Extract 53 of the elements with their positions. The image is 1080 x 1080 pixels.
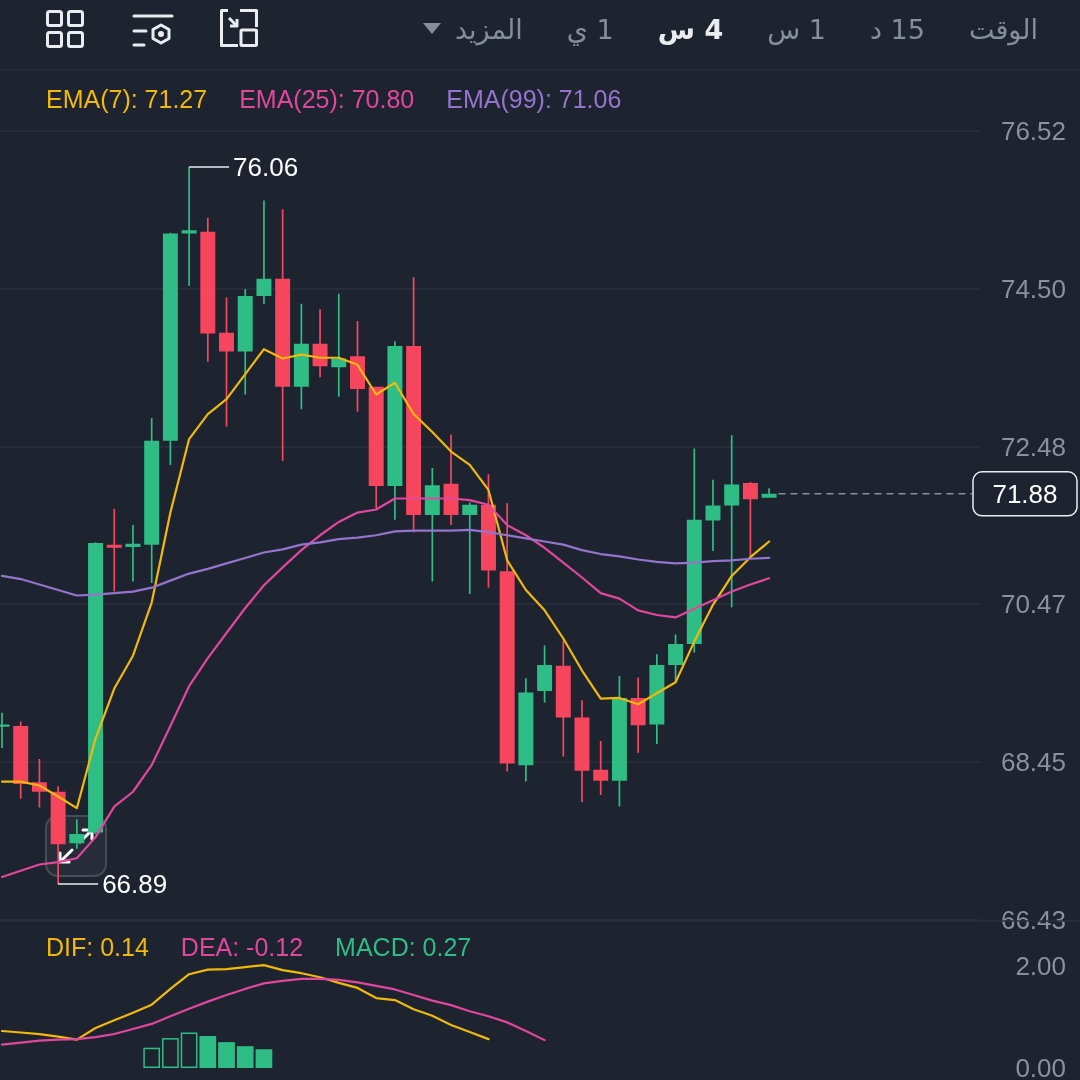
candlestick xyxy=(705,479,721,551)
candlestick xyxy=(593,740,609,795)
bar xyxy=(255,1049,273,1068)
series-label: DEA: -0.12 xyxy=(180,932,304,961)
candlestick xyxy=(761,488,777,498)
line-series xyxy=(0,348,771,810)
candlestick xyxy=(462,502,478,594)
y-tick-label: 66.43 xyxy=(1000,904,1066,935)
text: MACD: 0.27 xyxy=(335,932,472,961)
candlestick xyxy=(181,166,197,286)
y-tick-label: 2.00 xyxy=(1015,951,1066,982)
text: EMA(25): 70.80 xyxy=(239,84,415,113)
candlestick xyxy=(144,417,160,583)
candlestick xyxy=(69,819,85,849)
line-series xyxy=(0,528,771,597)
text: EMA(7): 71.27 xyxy=(46,84,208,113)
y-tick-label: 68.45 xyxy=(1000,746,1066,777)
y-tick-label: 76.52 xyxy=(1000,115,1066,146)
candlestick xyxy=(162,232,178,465)
text: الوقت xyxy=(968,13,1038,45)
candlestick xyxy=(275,209,291,461)
y-tick-label: 0.00 xyxy=(1015,1052,1066,1080)
candlestick xyxy=(200,217,216,362)
text: 15 د xyxy=(869,13,925,45)
annotation: 66.89 xyxy=(102,869,168,900)
candlestick xyxy=(518,678,534,782)
bar xyxy=(143,1047,161,1068)
candlestick xyxy=(125,525,141,582)
bar xyxy=(162,1038,179,1068)
candlestick xyxy=(499,503,515,772)
text: EMA(99): 71.06 xyxy=(446,84,622,113)
line-series xyxy=(0,977,546,1046)
text: 4 س xyxy=(657,13,724,45)
y-tick-label: 70.47 xyxy=(1000,588,1066,619)
candlestick xyxy=(237,288,253,395)
annotation: 76.06 xyxy=(233,152,299,183)
y-tick-label: 72.48 xyxy=(1000,431,1066,462)
bar xyxy=(199,1036,217,1068)
series-label: DIF: 0.14 xyxy=(46,932,149,961)
y-tick-label: 74.50 xyxy=(1000,273,1066,304)
ref-line-label: 71.88 xyxy=(992,478,1058,509)
bar xyxy=(236,1046,254,1068)
candlestick xyxy=(256,200,272,304)
candlestick xyxy=(106,508,122,592)
text: 1 ي xyxy=(566,13,614,45)
candlestick xyxy=(555,640,571,757)
candlestick xyxy=(724,435,740,608)
text: المزيد xyxy=(454,13,523,45)
bar xyxy=(180,1032,198,1068)
line-series xyxy=(0,964,490,1041)
bar xyxy=(218,1042,235,1068)
candlestick xyxy=(331,293,347,397)
text: 1 س xyxy=(767,13,826,45)
